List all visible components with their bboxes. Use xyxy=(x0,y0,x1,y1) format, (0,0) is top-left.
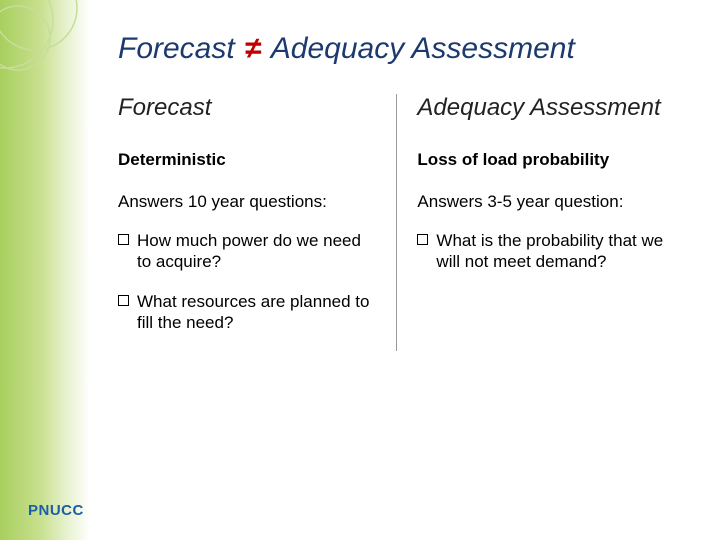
left-lead: Answers 10 year questions: xyxy=(118,192,376,212)
list-item: What resources are planned to fill the n… xyxy=(118,291,376,334)
list-item: How much power do we need to acquire? xyxy=(118,230,376,273)
checkbox-icon xyxy=(417,234,428,245)
slide-body: Forecast ≠ Adequacy Assessment Forecast … xyxy=(0,0,720,540)
logo: PNUCC xyxy=(28,502,84,520)
not-equal-symbol: ≠ xyxy=(245,32,261,66)
list-item-text: How much power do we need to acquire? xyxy=(137,230,376,273)
left-subheading: Deterministic xyxy=(118,150,376,170)
checkbox-icon xyxy=(118,295,129,306)
list-item: What is the probability that we will not… xyxy=(417,230,670,273)
title-left: Forecast xyxy=(118,32,235,65)
logo-text: PNUCC xyxy=(28,502,84,519)
right-lead: Answers 3-5 year question: xyxy=(417,192,670,212)
right-subheading: Loss of load probability xyxy=(417,150,670,170)
right-heading: Adequacy Assessment xyxy=(417,94,670,122)
right-column: Adequacy Assessment Loss of load probabi… xyxy=(396,94,690,351)
checkbox-icon xyxy=(118,234,129,245)
list-item-text: What resources are planned to fill the n… xyxy=(137,291,376,334)
title-right: Adequacy Assessment xyxy=(271,32,575,65)
columns: Forecast Deterministic Answers 10 year q… xyxy=(118,94,690,351)
slide-title: Forecast ≠ Adequacy Assessment xyxy=(118,32,690,66)
left-column: Forecast Deterministic Answers 10 year q… xyxy=(118,94,396,351)
list-item-text: What is the probability that we will not… xyxy=(436,230,670,273)
left-heading: Forecast xyxy=(118,94,376,122)
